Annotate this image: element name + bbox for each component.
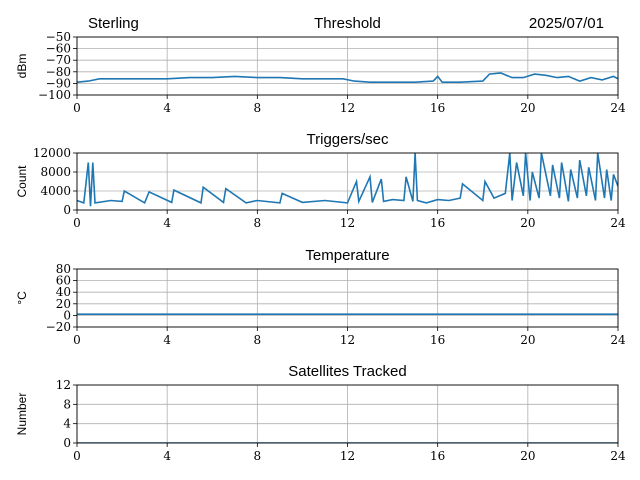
series-line: [77, 152, 618, 207]
y-tick-label: 20: [56, 297, 71, 311]
chart-title: Satellites Tracked: [288, 363, 406, 380]
chart-title: Triggers/sec: [307, 131, 389, 148]
y-tick-label: −90: [46, 76, 71, 90]
x-tick-label: 4: [163, 101, 171, 115]
y-axis-label: Count: [15, 165, 29, 198]
y-tick-label: −60: [46, 42, 71, 56]
chart-panel-1: 0 4 8 12 16 20 24 −100−90−80−70−60−50 Threshold d…: [15, 15, 626, 115]
x-tick-label: 12: [340, 216, 355, 230]
x-tick-label: 12: [340, 333, 355, 347]
y-tick-label: 80: [56, 262, 71, 276]
x-tick-label: 16: [430, 216, 445, 230]
station-label: Sterling: [88, 15, 139, 32]
x-tick-label: 16: [430, 449, 445, 463]
y-axis-label: dBm: [15, 54, 29, 79]
y-tick-label: −20: [46, 320, 71, 334]
y-tick-label: 4: [63, 417, 71, 431]
y-tick-label: 4000: [40, 184, 71, 198]
chart-panel-4: 0 4 8 12 16 20 24 0 4 8 12 Satellites Tracked Number: [15, 363, 626, 463]
y-tick-label: 0: [63, 308, 71, 322]
x-tick-label: 0: [73, 101, 81, 115]
y-tick-label: −80: [46, 65, 71, 79]
y-tick-label: −70: [46, 53, 71, 67]
x-tick-label: 4: [163, 216, 171, 230]
y-tick-label: 8: [63, 397, 71, 411]
y-axis-label: °C: [15, 291, 29, 305]
x-tick-label: 16: [430, 101, 445, 115]
y-tick-label: 0: [63, 436, 71, 450]
x-tick-label: 0: [73, 449, 81, 463]
date-label: 2025/07/01: [529, 15, 604, 32]
chart-title: Temperature: [305, 247, 389, 264]
x-tick-label: 0: [73, 333, 81, 347]
x-tick-label: 8: [254, 101, 262, 115]
x-tick-label: 20: [520, 216, 535, 230]
x-tick-label: 4: [163, 333, 171, 347]
x-tick-label: 12: [340, 101, 355, 115]
x-tick-label: 24: [610, 216, 626, 230]
y-tick-label: 40: [56, 285, 71, 299]
y-tick-label: 60: [56, 274, 71, 288]
y-tick-label: −100: [38, 88, 71, 102]
y-axis-label: Number: [15, 393, 29, 436]
chart-title: Threshold: [314, 15, 381, 32]
y-tick-label: 12000: [33, 146, 71, 160]
series-line: [77, 72, 618, 83]
x-tick-label: 20: [520, 449, 535, 463]
x-tick-label: 8: [254, 333, 262, 347]
y-tick-label: 0: [63, 203, 71, 217]
x-tick-label: 8: [254, 449, 262, 463]
x-tick-label: 24: [610, 449, 626, 463]
x-tick-label: 4: [163, 449, 171, 463]
x-tick-label: 8: [254, 216, 262, 230]
x-tick-label: 20: [520, 101, 535, 115]
chart-panel-2: 0 4 8 12 16 20 24 0 4000 8000 12000 Triggers/sec Cou…: [15, 131, 626, 230]
x-tick-label: 12: [340, 449, 355, 463]
x-tick-label: 16: [430, 333, 445, 347]
x-tick-label: 0: [73, 216, 81, 230]
x-tick-label: 24: [610, 333, 626, 347]
y-tick-label: −50: [46, 30, 71, 44]
y-tick-label: 12: [56, 378, 71, 392]
x-tick-label: 24: [610, 101, 626, 115]
y-tick-label: 8000: [40, 165, 71, 179]
x-tick-label: 20: [520, 333, 535, 347]
